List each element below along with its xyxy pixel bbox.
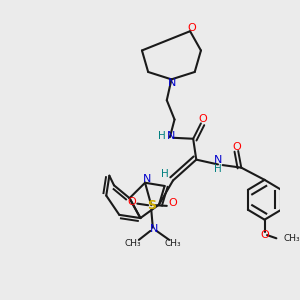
- Text: O: O: [187, 23, 196, 33]
- Text: N: N: [214, 155, 222, 165]
- Text: CH₃: CH₃: [165, 238, 181, 247]
- Text: N: N: [150, 224, 158, 234]
- Text: H: H: [161, 169, 169, 179]
- Text: O: O: [169, 198, 177, 208]
- Text: O: O: [127, 197, 136, 207]
- Text: N: N: [142, 174, 151, 184]
- Text: H: H: [158, 130, 166, 141]
- Text: O: O: [198, 115, 207, 124]
- Text: CH₃: CH₃: [283, 234, 300, 243]
- Text: S: S: [147, 200, 156, 212]
- Text: N: N: [168, 78, 176, 88]
- Text: O: O: [232, 142, 241, 152]
- Text: O: O: [260, 230, 269, 240]
- Text: CH₃: CH₃: [125, 238, 142, 247]
- Text: H: H: [214, 164, 222, 174]
- Text: N: N: [167, 130, 175, 141]
